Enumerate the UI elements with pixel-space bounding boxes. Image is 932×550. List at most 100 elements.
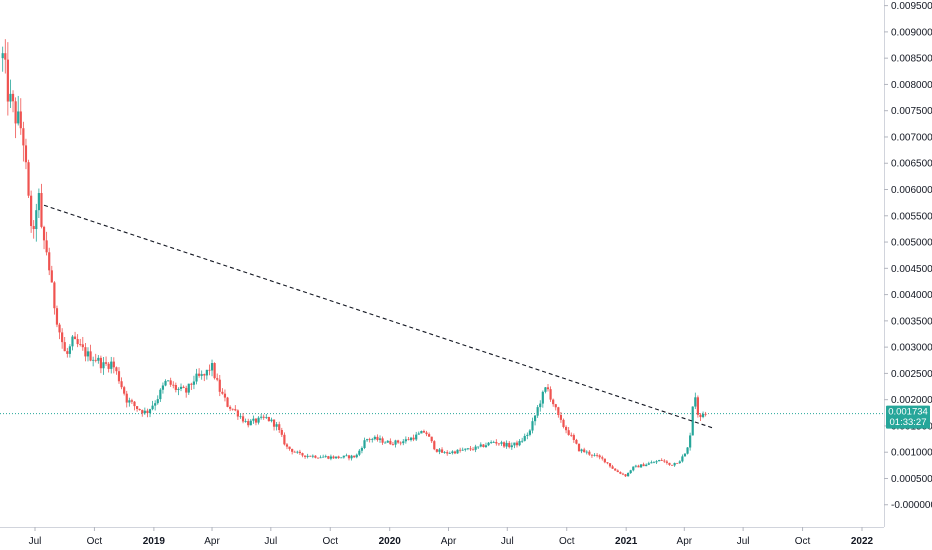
candle-body [673,462,676,466]
candle-body [536,407,539,416]
candle-body [559,414,563,420]
candle-body [306,455,309,457]
candle-body [81,344,84,348]
y-tick-label: 0.006000 [891,185,932,196]
candle-body [365,439,369,441]
candle-body [448,453,451,454]
candle-body [309,455,312,457]
x-tick-label: Oct [559,536,575,547]
candle-body [634,465,637,467]
candle-body [422,431,426,433]
candle-body [337,456,340,458]
candle-body [112,361,115,368]
candle-body [531,421,534,431]
candle-body [190,383,193,385]
candle-body [92,359,95,361]
y-tick-label: 0.008000 [891,80,932,91]
candle-body [115,367,118,372]
candle-body [133,401,136,407]
candle-body [76,339,79,345]
candle-body [120,381,123,388]
candle-body [353,455,356,458]
candle-body [218,379,221,392]
candle-body [226,397,229,407]
candle-body [689,435,692,448]
y-tick-label: -0.000000 [891,500,932,511]
candle-body [443,452,446,453]
x-tick-label: Jul [264,536,277,547]
candle-body [541,391,544,404]
candle-body [482,444,485,447]
candle-body [471,449,475,451]
candle-body [585,451,588,453]
candle-body [42,226,46,241]
candle-body [526,434,529,436]
candle-body [285,444,289,447]
candle-body [311,455,314,457]
candle-body [296,451,299,453]
candle-body [420,431,423,434]
candle-body [433,441,436,450]
candle-body [257,417,260,423]
candle-body [477,446,480,448]
candle-body [177,388,180,390]
candle-body [166,380,170,382]
y-tick-label: 0.007000 [891,132,932,143]
candle-body [89,351,92,361]
candle-body [588,451,591,455]
candle-body [14,101,17,124]
candle-body [606,462,609,464]
candle-body [221,391,224,394]
candle-body [342,455,345,458]
candle-body [627,473,630,477]
candle-body [86,351,90,357]
bar-countdown-label: 01:33:27 [890,417,927,428]
candle-body [469,448,472,450]
candle-body [676,462,679,464]
candle-body [50,270,53,283]
candle-body [598,455,601,458]
candle-body [182,386,185,388]
candle-body [415,434,418,440]
x-tick-label: Jul [29,536,42,547]
candle-body [161,385,165,390]
trendline[interactable] [43,204,715,430]
candle-body [546,387,550,390]
candle-body [278,424,281,430]
candle-body [523,435,526,441]
candle-body [241,416,245,422]
candle-body [518,441,521,446]
candle-body [474,446,477,450]
candle-body [409,437,413,441]
x-tick-label: Apr [677,536,693,547]
candle-body [404,439,407,442]
candle-body [1,53,4,59]
candle-body [583,449,586,453]
candle-body [340,457,343,459]
candle-body [319,457,322,459]
candle-body [575,439,578,444]
candle-body [148,409,152,414]
candle-body [544,387,547,392]
candle-body [363,440,366,448]
candle-body [30,195,33,227]
candle-body [216,378,219,380]
candle-body [61,332,64,343]
x-tick-label: 2021 [615,536,638,547]
y-tick-label: 0.005500 [891,211,932,222]
candle-body [174,385,177,390]
candle-body [267,416,270,422]
candle-body [223,393,227,398]
candle-body [244,421,247,422]
candle-body [549,389,552,400]
x-tick-label: 2019 [143,536,166,547]
candle-body [451,451,454,454]
candle-body [552,399,555,405]
candle-body [381,438,384,443]
y-tick-label: 0.000500 [891,474,932,485]
candle-body [58,324,61,333]
candle-body [303,455,307,457]
candle-body [135,406,139,409]
